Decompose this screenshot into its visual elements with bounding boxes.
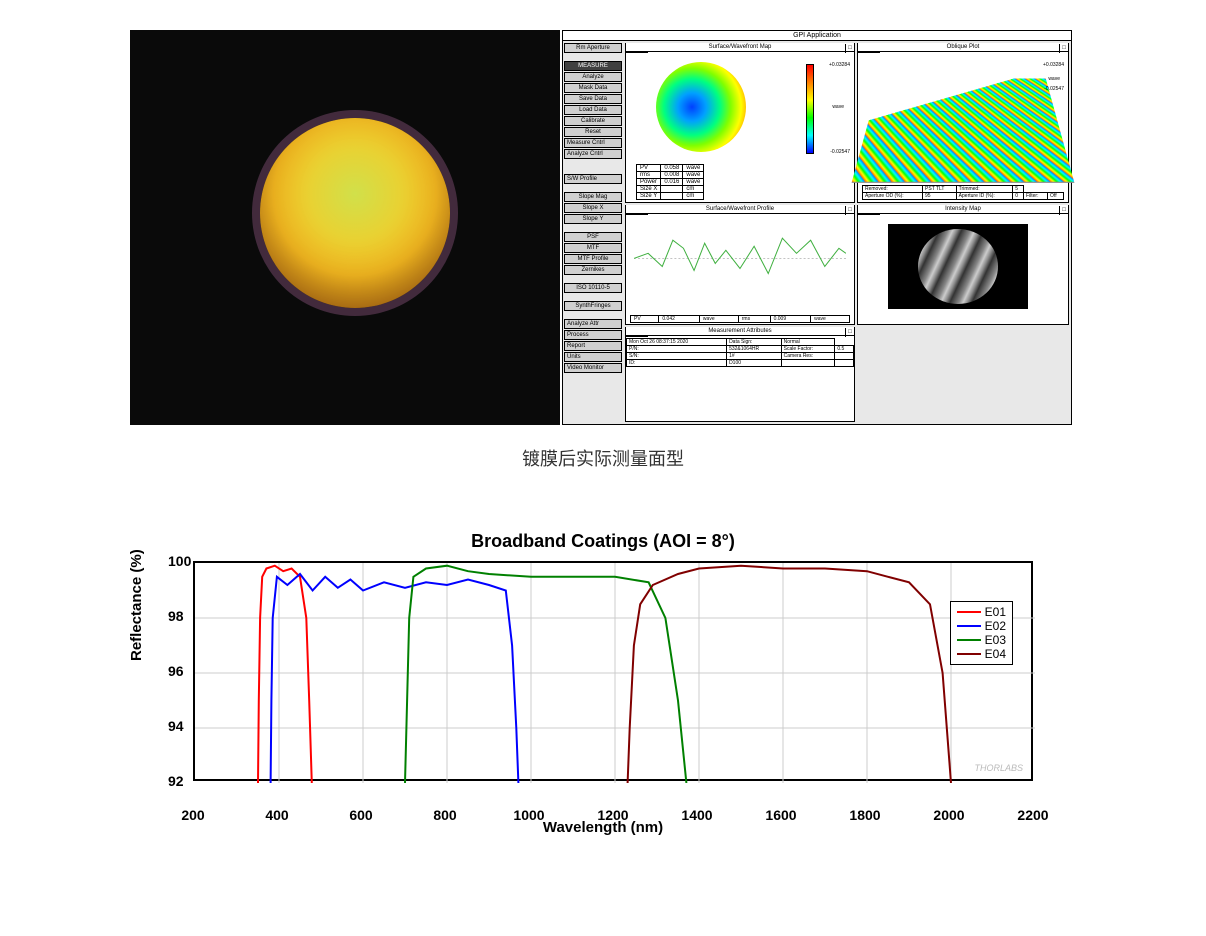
- synthfringes-button[interactable]: SynthFringes: [564, 301, 622, 311]
- page-root: GPI Application Rm Aperture MEASURE Anal…: [0, 0, 1206, 861]
- ytick: 100: [168, 553, 191, 569]
- close-icon[interactable]: □: [1059, 206, 1068, 215]
- chart-title: Broadband Coatings (AOI = 8°): [123, 531, 1083, 552]
- iso-button[interactable]: ISO 10110-5: [564, 283, 622, 293]
- scale-unit: wave: [832, 104, 844, 110]
- units-label[interactable]: Units: [564, 352, 622, 362]
- chart-plot-area: E01E02E03E04 THORLABS: [193, 561, 1033, 781]
- intensity-map-panel: zygo Intensity Map □: [857, 205, 1069, 325]
- zygo-main-area: zygo Surface/Wavefront Map □ +0.03284 wa…: [623, 31, 1071, 424]
- lens-photograph: [130, 30, 560, 425]
- rm-aperture-button[interactable]: Rm Aperture: [564, 43, 622, 53]
- obl-scale-min: -0.02547: [1044, 86, 1064, 92]
- zygo-sidebar: Rm Aperture MEASURE Analyze Mask Data Sa…: [563, 31, 623, 424]
- oblique-info-table: Removed:PST TLTTrimmed:5Aperture OD (%):…: [862, 185, 1064, 200]
- top-row: GPI Application Rm Aperture MEASURE Anal…: [0, 30, 1206, 425]
- obl-scale-max: +0.03284: [1043, 62, 1064, 68]
- xtick: 800: [433, 807, 456, 823]
- reflectance-chart-container: Broadband Coatings (AOI = 8°) Reflectanc…: [0, 531, 1206, 831]
- ytick: 96: [168, 663, 184, 679]
- analyze-attr-label[interactable]: Analyze Attr: [564, 319, 622, 329]
- xtick: 2200: [1017, 807, 1048, 823]
- report-label[interactable]: Report: [564, 341, 622, 351]
- reset-button[interactable]: Reset: [564, 127, 622, 137]
- mask-data-button[interactable]: Mask Data: [564, 83, 622, 93]
- ytick: 98: [168, 608, 184, 624]
- wavefront-colormap: [656, 62, 746, 152]
- xtick: 600: [349, 807, 372, 823]
- mtf-button[interactable]: MTF: [564, 243, 622, 253]
- legend-item: E02: [957, 619, 1006, 633]
- xtick: 200: [181, 807, 204, 823]
- psf-button[interactable]: PSF: [564, 232, 622, 242]
- obl-scale-unit: wave: [1048, 76, 1060, 82]
- profile-title: Surface/Wavefront Profile: [626, 205, 854, 214]
- legend-item: E04: [957, 647, 1006, 661]
- close-icon[interactable]: □: [845, 328, 854, 337]
- slope-x-button[interactable]: Slope X: [564, 203, 622, 213]
- wavefront-stats-table: PV0.058waverms0.008wavePower0.016waveSiz…: [636, 164, 844, 200]
- intensity-title: Intensity Map: [858, 205, 1068, 214]
- load-data-button[interactable]: Load Data: [564, 105, 622, 115]
- xtick: 1000: [513, 807, 544, 823]
- process-label[interactable]: Process: [564, 330, 622, 340]
- oblique-3d-surface: [852, 78, 1075, 182]
- scale-max: +0.03284: [829, 62, 850, 68]
- xtick: 1200: [597, 807, 628, 823]
- xtick: 1600: [765, 807, 796, 823]
- slope-mag-button[interactable]: Slope Mag: [564, 192, 622, 202]
- profile-line-chart: [634, 218, 846, 299]
- chart-svg: [195, 563, 1035, 783]
- close-icon[interactable]: □: [1059, 44, 1068, 53]
- calibrate-button[interactable]: Calibrate: [564, 116, 622, 126]
- zernikes-button[interactable]: Zernikes: [564, 265, 622, 275]
- slope-y-button[interactable]: Slope Y: [564, 214, 622, 224]
- wavefront-map-panel: zygo Surface/Wavefront Map □ +0.03284 wa…: [625, 43, 855, 203]
- chart-ylabel: Reflectance (%): [128, 549, 145, 661]
- legend-item: E03: [957, 633, 1006, 647]
- attributes-title: Measurement Attributes: [626, 327, 854, 336]
- zygo-application-window: GPI Application Rm Aperture MEASURE Anal…: [562, 30, 1072, 425]
- colorbar: [806, 64, 814, 154]
- chart-legend: E01E02E03E04: [950, 601, 1013, 665]
- profile-stats: PV0.042waverms0.009wave: [630, 315, 850, 323]
- xtick: 1800: [849, 807, 880, 823]
- video-monitor-label[interactable]: Video Monitor: [564, 363, 622, 373]
- thorlabs-watermark: THORLABS: [974, 763, 1023, 773]
- close-icon[interactable]: □: [845, 206, 854, 215]
- xtick: 400: [265, 807, 288, 823]
- oblique-title: Oblique Plot: [858, 43, 1068, 52]
- ytick: 94: [168, 718, 184, 734]
- oblique-plot-panel: zygo Oblique Plot □ +0.03284 wave -0.025…: [857, 43, 1069, 203]
- scale-min: -0.02547: [830, 149, 850, 155]
- intensity-image: [888, 224, 1028, 309]
- xtick: 1400: [681, 807, 712, 823]
- app-titlebar: GPI Application: [563, 31, 1071, 41]
- mtf-profile-button[interactable]: MTF Profile: [564, 254, 622, 264]
- measure-cntrl-label[interactable]: Measure Cntrl: [564, 138, 622, 148]
- analyze-cntrl-label[interactable]: Analyze Cntrl: [564, 149, 622, 159]
- close-icon[interactable]: □: [845, 44, 854, 53]
- fringe-pattern: [918, 229, 998, 304]
- measure-button[interactable]: MEASURE: [564, 61, 622, 71]
- sw-profile-label[interactable]: S/W Profile: [564, 174, 622, 184]
- reflectance-chart: Broadband Coatings (AOI = 8°) Reflectanc…: [123, 531, 1083, 831]
- save-data-button[interactable]: Save Data: [564, 94, 622, 104]
- analyze-button[interactable]: Analyze: [564, 72, 622, 82]
- wavefront-profile-panel: zygo Surface/Wavefront Profile □ PV0.042…: [625, 205, 855, 325]
- optical-lens: [260, 118, 450, 308]
- measurement-attributes-panel: zygo Measurement Attributes □ Mon Oct 26…: [625, 327, 855, 422]
- wavefront-map-title: Surface/Wavefront Map: [626, 43, 854, 52]
- xtick: 2000: [933, 807, 964, 823]
- legend-item: E01: [957, 605, 1006, 619]
- ytick: 92: [168, 773, 184, 789]
- figure-caption: 镀膜后实际测量面型: [0, 445, 1206, 471]
